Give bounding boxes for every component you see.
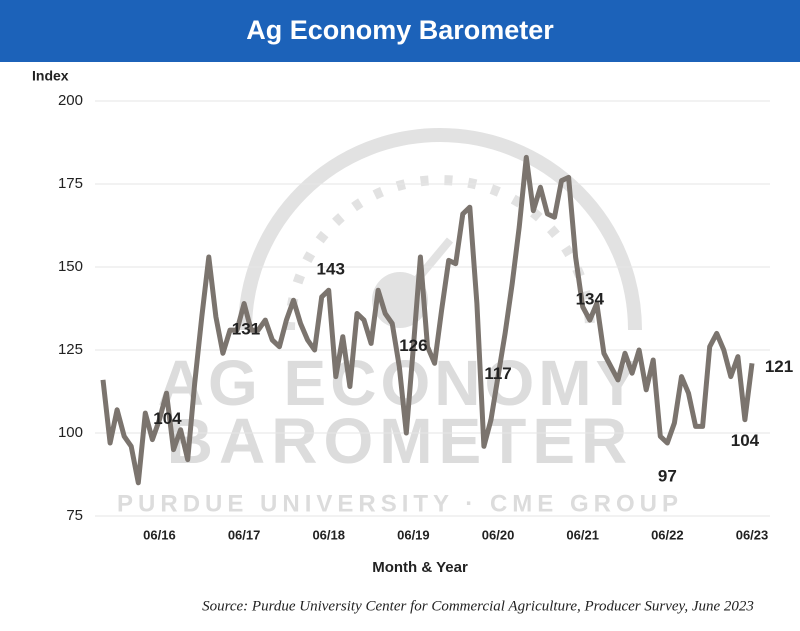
- y-tick-label: 100: [58, 424, 83, 441]
- data-label: 97: [658, 466, 677, 485]
- watermark-text: BAROMETER: [167, 405, 633, 477]
- x-tick-label: 06/20: [482, 527, 515, 542]
- y-axis-title: Index: [32, 68, 69, 84]
- data-label: 117: [484, 364, 511, 383]
- source-note: Source: Purdue University Center for Com…: [202, 598, 754, 614]
- gauge-needle: [396, 237, 454, 303]
- chart-title: Ag Economy Barometer: [246, 15, 554, 45]
- data-label: 104: [731, 431, 760, 450]
- y-tick-label: 175: [58, 175, 83, 192]
- x-tick-label: 06/23: [736, 527, 769, 542]
- x-axis-title: Month & Year: [372, 559, 468, 576]
- header-bar: [0, 0, 800, 62]
- data-label: 104: [153, 409, 182, 428]
- y-tick-label: 150: [58, 258, 83, 275]
- x-tick-label: 06/17: [228, 527, 261, 542]
- data-label: 131: [232, 320, 260, 339]
- x-tick-label: 06/16: [143, 527, 176, 542]
- index-line: [100, 154, 755, 486]
- y-tick-label: 75: [66, 507, 83, 524]
- gauge-arc: [238, 128, 642, 331]
- data-label: 121: [765, 357, 793, 376]
- y-tick-label: 125: [58, 341, 83, 358]
- data-label: 126: [399, 336, 427, 355]
- y-tick-label: 200: [58, 92, 83, 109]
- data-label: 143: [317, 260, 345, 279]
- x-tick-label: 06/18: [312, 527, 345, 542]
- x-tick-label: 06/19: [397, 527, 430, 542]
- watermark-text: PURDUE UNIVERSITY · CME GROUP: [117, 490, 683, 517]
- data-label: 134: [576, 290, 605, 309]
- x-tick-label: 06/21: [566, 527, 599, 542]
- x-tick-label: 06/22: [651, 527, 684, 542]
